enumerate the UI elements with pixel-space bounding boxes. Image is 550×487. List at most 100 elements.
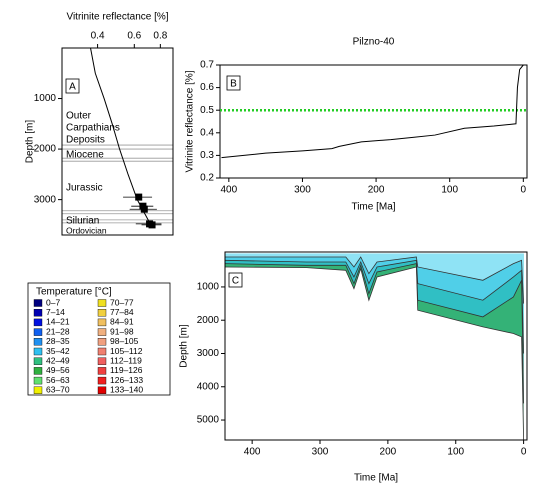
x-tick-label: 200	[380, 447, 397, 458]
y-tick-label: 5000	[197, 415, 220, 426]
formation-label: Outer	[66, 111, 92, 122]
y-tick-label: 4000	[197, 381, 220, 392]
formation-label: Jurassic	[66, 183, 103, 194]
x-tick-label: 0	[521, 185, 527, 196]
formation-label: Deposits	[66, 135, 105, 146]
y-axis-label: Depth [m]	[25, 120, 36, 164]
legend-label: 56–63	[46, 375, 70, 385]
legend-swatch	[33, 318, 43, 327]
legend-swatch	[97, 347, 107, 356]
y-tick-label: 0.4	[200, 127, 214, 138]
legend-swatch	[97, 299, 107, 307]
legend-label: 112–119	[110, 355, 142, 365]
formation-label: Miocene	[66, 150, 104, 161]
legend-label: 98–105	[110, 336, 139, 346]
legend-swatch	[33, 328, 43, 336]
y-tick-label: 1000	[34, 93, 57, 104]
x-tick-label: 0.4	[91, 31, 105, 42]
legend-label: 70–77	[110, 297, 134, 307]
x-tick-label: 0.8	[153, 31, 167, 42]
y-tick-label: 2000	[34, 144, 57, 155]
panel-label: B	[230, 79, 237, 90]
x-tick-label: 0.6	[127, 31, 141, 42]
temperature-band	[225, 253, 524, 304]
legend-label: 91–98	[110, 326, 134, 336]
legend-swatch	[33, 347, 43, 356]
legend-title: Temperature [°C]	[36, 287, 112, 298]
legend-label: 105–112	[110, 346, 143, 356]
legend-swatch	[97, 318, 107, 327]
x-tick-label: 400	[244, 447, 261, 458]
panel-label: A	[69, 82, 76, 93]
y-axis-label: Vitrinite reflectance [%]	[185, 70, 196, 172]
formation-label: Silurian	[66, 216, 99, 227]
y-tick-label: 3000	[34, 194, 57, 205]
y-tick-label: 2000	[197, 315, 220, 326]
y-tick-label: 0.7	[200, 60, 214, 71]
legend-swatch	[97, 309, 107, 317]
legend-label: 7–14	[46, 307, 65, 317]
legend-label: 133–140	[110, 385, 143, 395]
y-tick-label: 0.3	[200, 150, 214, 161]
x-tick-label: 0	[521, 447, 527, 458]
reflectance-line	[221, 64, 524, 159]
x-tick-label: 100	[447, 447, 464, 458]
plot-frame	[219, 64, 528, 179]
formation-label: Ordovician	[66, 225, 107, 235]
x-tick-label: 300	[312, 447, 329, 458]
plot-frame	[224, 251, 528, 441]
panel-label: C	[232, 276, 239, 287]
legend-swatch	[97, 357, 107, 365]
legend-swatch	[33, 338, 43, 346]
x-tick-label: 200	[368, 185, 385, 196]
formation-label: Carpathians	[66, 123, 120, 134]
temperature-band	[225, 253, 524, 354]
measured-point	[148, 221, 156, 229]
legend-label: 126–133	[110, 375, 143, 385]
legend-swatch	[97, 386, 107, 394]
legend-label: 35–42	[46, 346, 70, 356]
x-tick-label: 400	[220, 185, 237, 196]
y-tick-label: 3000	[197, 348, 220, 359]
panel-label-box	[65, 78, 80, 94]
legend-label: 28–35	[46, 336, 70, 346]
legend-label: 0–7	[46, 297, 60, 307]
x-axis-label: Vitrinite reflectance [%]	[66, 12, 168, 23]
legend-label: 42–49	[46, 355, 70, 365]
y-tick-label: 0.2	[200, 173, 214, 184]
legend-label: 84–91	[110, 317, 134, 327]
horizon-line	[224, 263, 525, 404]
legend-label: 21–28	[46, 326, 70, 336]
y-tick-label: 0.5	[200, 105, 214, 116]
y-axis-label: Depth [m]	[179, 324, 190, 368]
legend-label: 14–21	[46, 317, 70, 327]
panel-label-box	[228, 272, 243, 288]
legend-swatch	[33, 299, 43, 307]
legend-label: 63–70	[46, 385, 70, 395]
measured-point	[140, 205, 148, 213]
horizon-line	[225, 256, 525, 304]
legend-label: 77–84	[110, 307, 134, 317]
legend-swatch	[33, 367, 43, 375]
legend-swatch	[33, 357, 43, 365]
measured-point	[135, 193, 143, 201]
x-tick-label: 300	[294, 185, 311, 196]
plot-frame	[61, 47, 174, 236]
horizon-line	[224, 266, 525, 441]
legend-swatch	[97, 338, 107, 346]
legend-swatch	[97, 367, 107, 375]
legend-swatch	[33, 376, 43, 385]
x-axis-label: Time [Ma]	[351, 202, 395, 213]
panel-label-box	[226, 75, 241, 91]
legend-swatch	[97, 328, 107, 336]
legend-label: 49–56	[46, 365, 70, 375]
legend-swatch	[33, 309, 43, 317]
x-tick-label: 100	[441, 185, 458, 196]
x-axis-label: Time [Ma]	[354, 473, 398, 484]
y-tick-label: 0.6	[200, 82, 214, 93]
horizon-line	[224, 259, 525, 354]
legend-label: 119–126	[110, 365, 143, 375]
legend-swatch	[33, 386, 43, 394]
chart-title: Pilzno-40	[353, 37, 395, 48]
